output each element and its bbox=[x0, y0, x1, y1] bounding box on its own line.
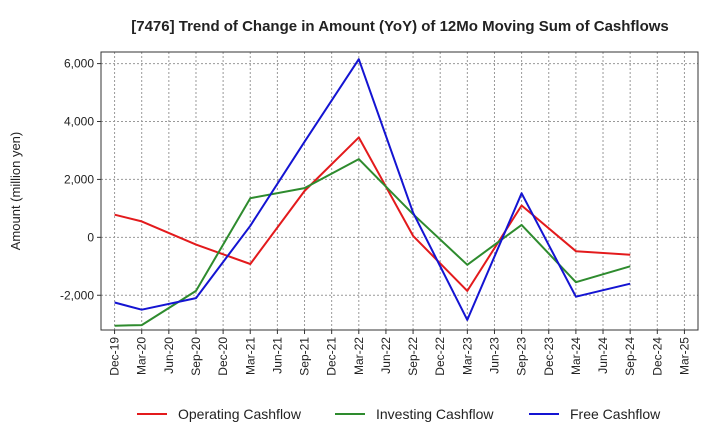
x-tick-label: Jun-20 bbox=[162, 337, 176, 374]
series-lines bbox=[114, 58, 631, 327]
x-tick-label: Mar-24 bbox=[569, 337, 583, 375]
x-tick-label: Sep-22 bbox=[406, 337, 420, 376]
legend-label: Free Cashflow bbox=[570, 406, 661, 422]
series-line-operating-cashflow bbox=[114, 136, 631, 292]
x-tick-label: Mar-21 bbox=[243, 337, 257, 375]
y-axis-label: Amount (million yen) bbox=[8, 132, 23, 251]
plot-frame bbox=[100, 51, 699, 331]
y-tick-label: 2,000 bbox=[64, 172, 94, 186]
x-tick-label: Sep-21 bbox=[298, 337, 312, 376]
y-axis: -2,000 0 2,000 4,000 6,000 bbox=[60, 57, 101, 302]
y-tick-label: 0 bbox=[87, 230, 94, 244]
y-tick-label: -2,000 bbox=[60, 288, 94, 302]
legend: Operating Cashflow Investing Cashflow Free… bbox=[137, 406, 661, 422]
x-tick-label: Dec-23 bbox=[542, 337, 556, 376]
x-tick-label: Mar-22 bbox=[352, 337, 366, 375]
x-tick-label: Mar-25 bbox=[677, 337, 691, 375]
series-line-free-cashflow bbox=[114, 58, 631, 321]
x-tick-label: Jun-21 bbox=[270, 337, 284, 374]
legend-label: Investing Cashflow bbox=[376, 406, 494, 422]
chart-title: [7476] Trend of Change in Amount (YoY) o… bbox=[131, 18, 669, 35]
legend-label: Operating Cashflow bbox=[178, 406, 302, 422]
x-tick-label: Dec-19 bbox=[108, 337, 122, 376]
x-tick-label: Jun-22 bbox=[379, 337, 393, 374]
x-tick-label: Mar-23 bbox=[460, 337, 474, 375]
grid bbox=[101, 52, 698, 330]
x-tick-label: Sep-23 bbox=[515, 337, 529, 376]
x-tick-label: Jun-23 bbox=[487, 337, 501, 374]
x-tick-label: Jun-24 bbox=[596, 337, 610, 374]
x-tick-label: Dec-22 bbox=[433, 337, 447, 376]
x-tick-label: Mar-20 bbox=[135, 337, 149, 375]
x-tick-label: Dec-24 bbox=[650, 337, 664, 376]
x-tick-label: Dec-21 bbox=[325, 337, 339, 376]
y-tick-label: 6,000 bbox=[64, 57, 94, 71]
x-tick-label: Sep-24 bbox=[623, 337, 637, 376]
y-tick-label: 4,000 bbox=[64, 115, 94, 129]
x-axis: Dec-19 Mar-20 Jun-20 Sep-20 Dec-20 Mar-21 Jun-… bbox=[108, 330, 691, 376]
x-tick-label: Sep-20 bbox=[189, 337, 203, 376]
x-tick-label: Dec-20 bbox=[216, 337, 230, 376]
